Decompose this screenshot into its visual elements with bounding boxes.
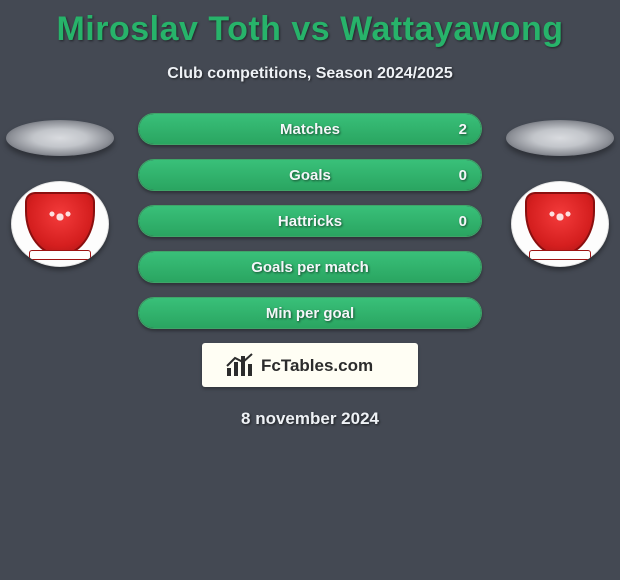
stat-row: Matches2 xyxy=(138,113,482,145)
player-left-column xyxy=(0,120,120,267)
avatar-placeholder-right xyxy=(506,120,614,156)
stat-right-value: 0 xyxy=(459,213,467,230)
stat-right-value: 0 xyxy=(459,167,467,184)
crest-banner xyxy=(30,251,90,259)
club-crest-left xyxy=(11,181,109,267)
avatar-placeholder-left xyxy=(6,120,114,156)
stat-label: Hattricks xyxy=(139,213,481,230)
shield-icon xyxy=(525,192,595,256)
subtitle: Club competitions, Season 2024/2025 xyxy=(0,65,620,83)
stat-label: Goals xyxy=(139,167,481,184)
brand-text: FcTables.com xyxy=(261,356,373,375)
stat-row: Goals per match xyxy=(138,251,482,283)
player-right-column xyxy=(500,120,620,267)
stat-row: Hattricks0 xyxy=(138,205,482,237)
stat-label: Matches xyxy=(139,121,481,138)
date-caption: 8 november 2024 xyxy=(0,409,620,429)
fctables-logo-icon: FcTables.com xyxy=(225,350,395,380)
shield-icon xyxy=(25,192,95,256)
stat-label: Goals per match xyxy=(139,259,481,276)
stat-row: Min per goal xyxy=(138,297,482,329)
brand-badge: FcTables.com xyxy=(202,343,418,387)
page-title: Miroslav Toth vs Wattayawong xyxy=(0,0,620,49)
stat-label: Min per goal xyxy=(139,305,481,322)
club-crest-right xyxy=(511,181,609,267)
crest-banner xyxy=(530,251,590,259)
stat-row: Goals0 xyxy=(138,159,482,191)
stat-right-value: 2 xyxy=(459,121,467,138)
stat-bar-list: Matches2Goals0Hattricks0Goals per matchM… xyxy=(138,113,482,329)
